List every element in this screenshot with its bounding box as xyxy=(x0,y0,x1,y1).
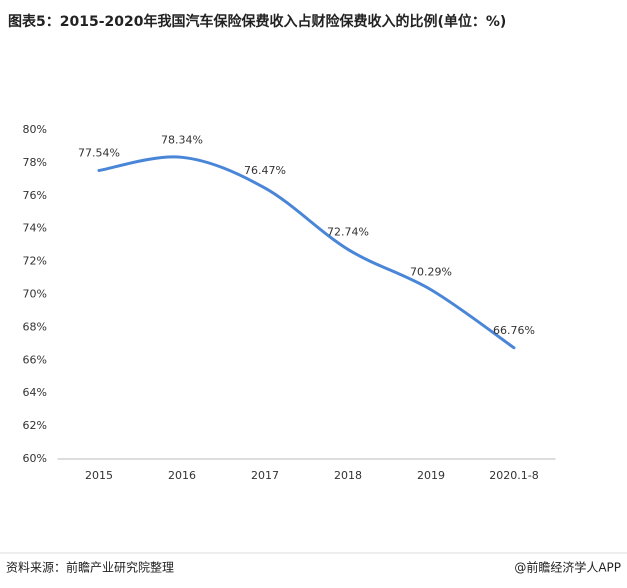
x-tick-label: 2018 xyxy=(334,469,362,482)
x-tick-label: 2020.1-8 xyxy=(489,469,538,482)
y-tick-label: 62% xyxy=(23,419,47,432)
x-tick-label: 2019 xyxy=(417,469,445,482)
data-label: 70.29% xyxy=(410,266,452,279)
y-tick-label: 66% xyxy=(23,353,47,366)
y-tick-label: 80% xyxy=(23,123,47,136)
x-tick-label: 2017 xyxy=(251,469,279,482)
y-tick-label: 72% xyxy=(23,255,47,268)
data-label: 66.76% xyxy=(493,324,535,337)
line xyxy=(97,155,516,350)
x-tick-label: 2015 xyxy=(85,469,113,482)
y-tick-label: 74% xyxy=(23,222,47,235)
credit: @前瞻经济学人APP xyxy=(514,560,621,575)
y-tick-label: 70% xyxy=(23,288,47,301)
y-tick-label: 64% xyxy=(23,386,47,399)
data-label: 76.47% xyxy=(244,164,286,177)
y-tick-label: 76% xyxy=(23,189,47,202)
source: 资料来源：前瞻产业研究院整理 xyxy=(6,560,174,575)
data-label: 78.34% xyxy=(161,133,203,146)
data-label: 72.74% xyxy=(327,225,369,238)
y-tick-label: 60% xyxy=(23,452,47,465)
y-tick-label: 68% xyxy=(23,320,47,333)
x-tick-label: 2016 xyxy=(168,469,196,482)
y-tick-label: 78% xyxy=(23,156,47,169)
data-label: 77.54% xyxy=(78,146,120,159)
chart-title: 图表5：2015-2020年我国汽车保险保费收入占财险保费收入的比例(单位：%) xyxy=(8,13,506,30)
